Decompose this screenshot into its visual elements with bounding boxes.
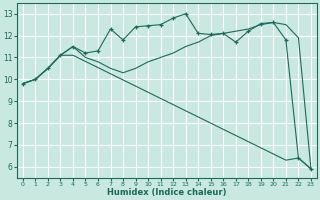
X-axis label: Humidex (Indice chaleur): Humidex (Indice chaleur) [107,188,227,197]
